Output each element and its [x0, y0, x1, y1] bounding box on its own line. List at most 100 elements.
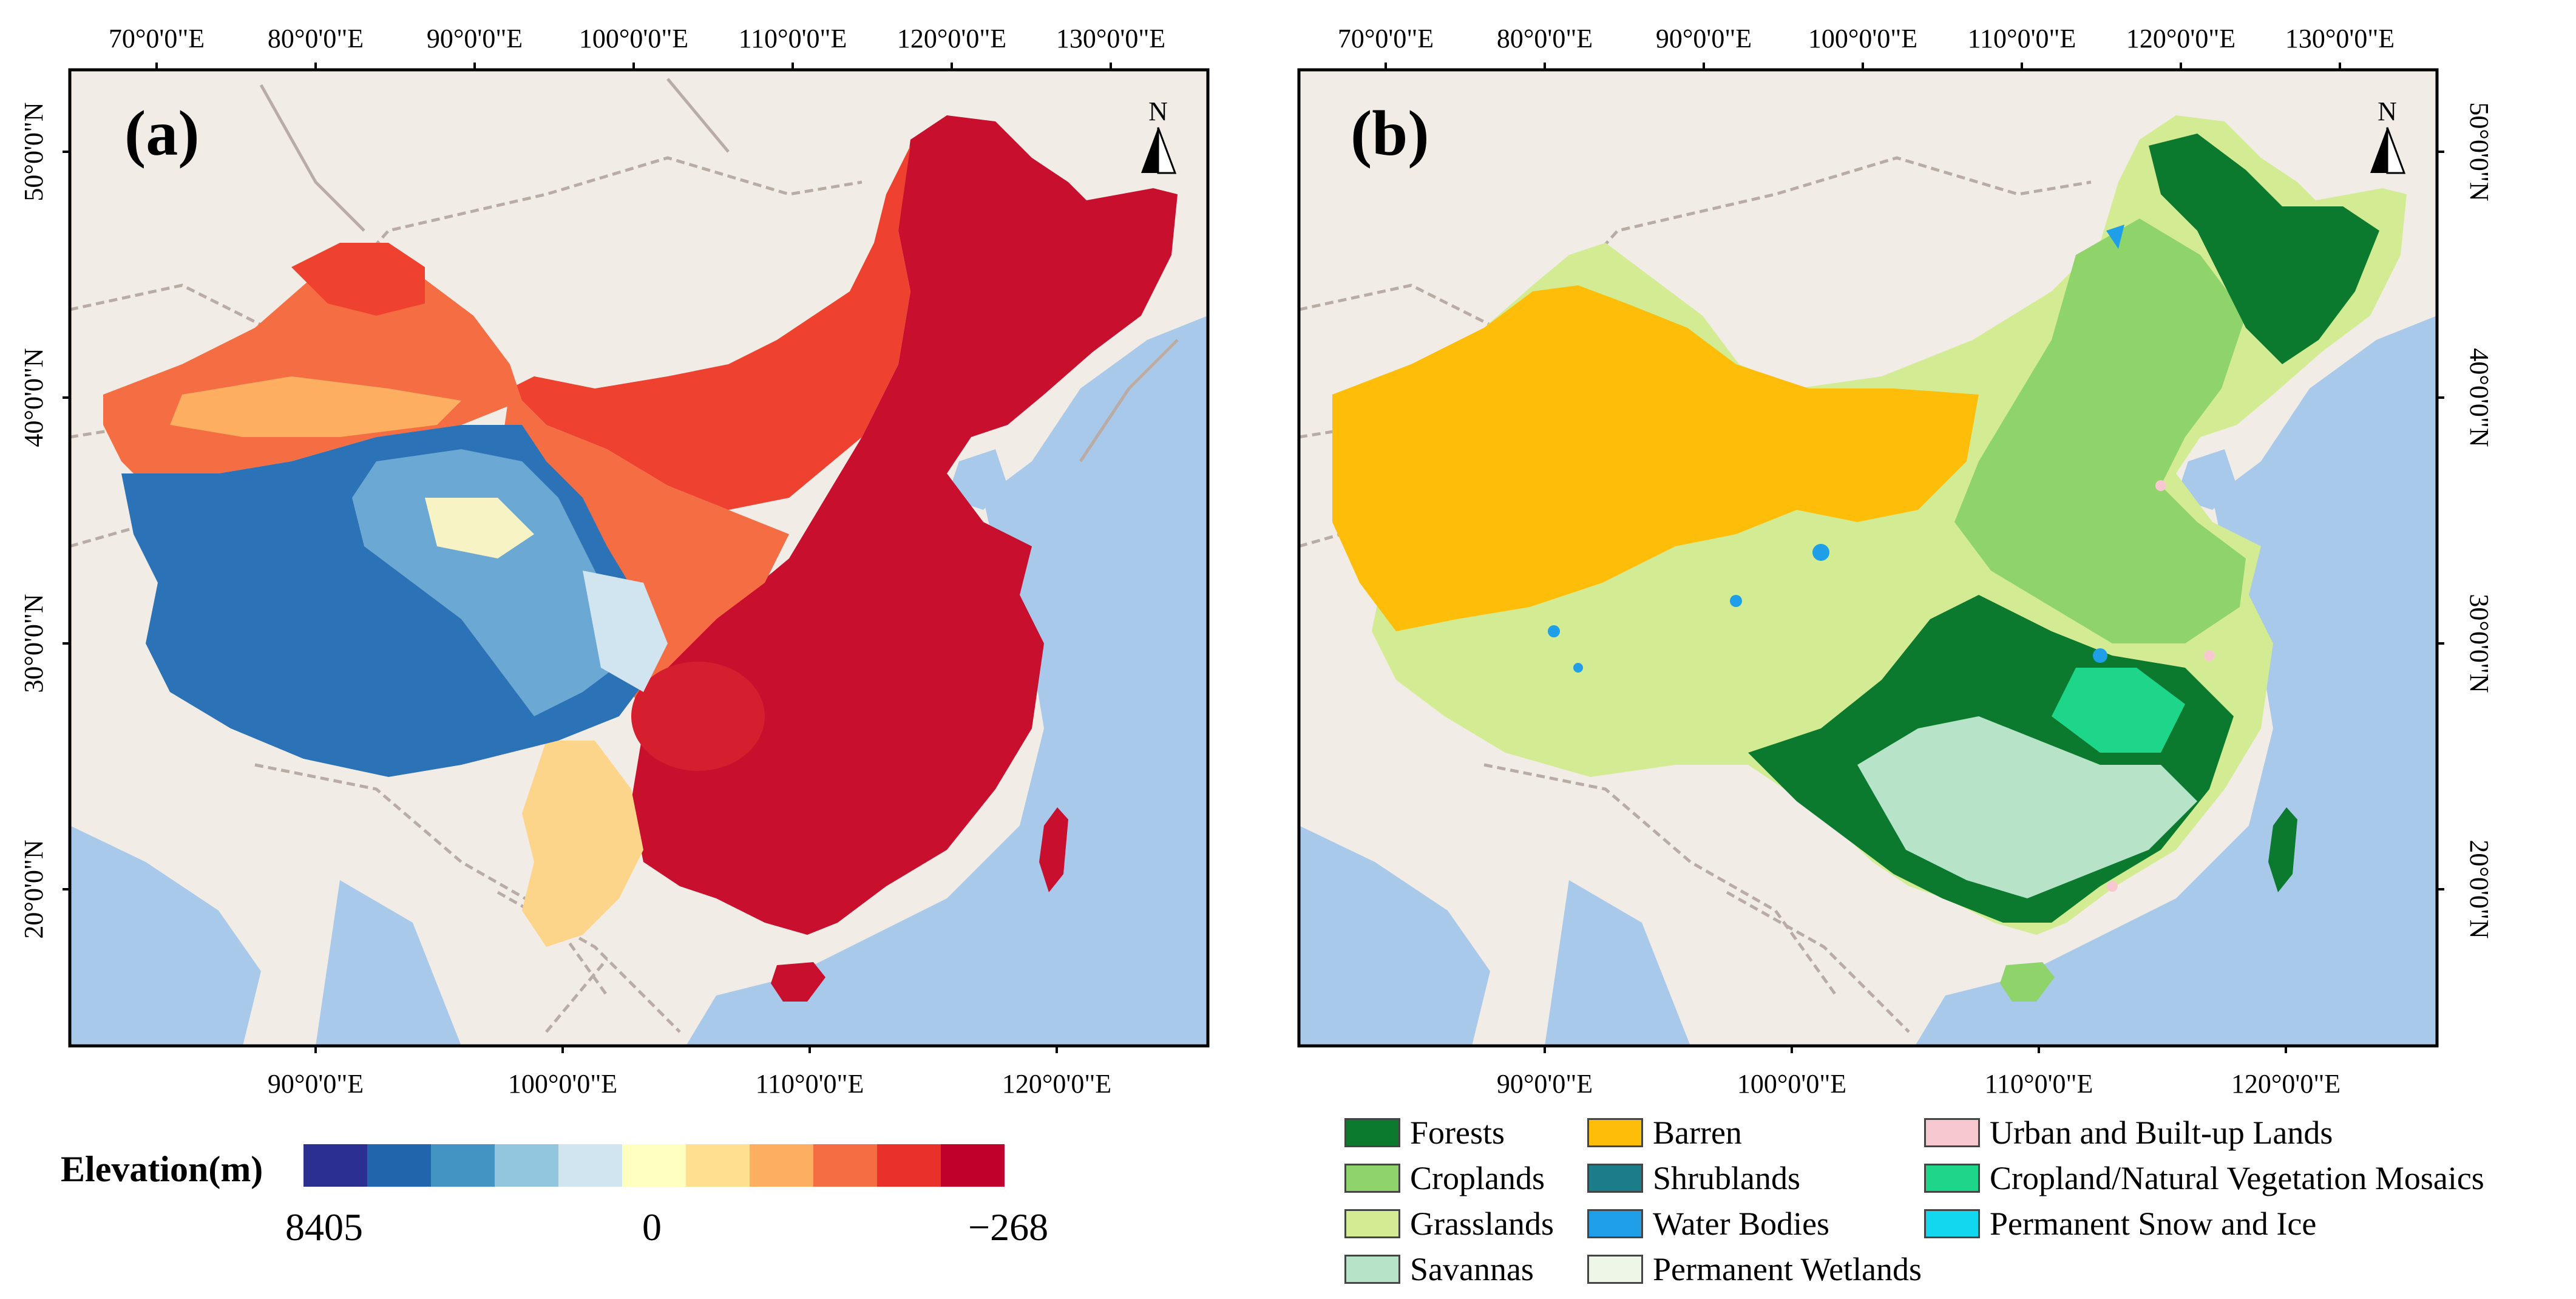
legend-swatch [1924, 1118, 1980, 1147]
croplands-region [1954, 219, 2246, 643]
tick-label: 20°0'0"N [2464, 839, 2494, 938]
tick-label: 30°0'0"N [19, 594, 49, 693]
elevation-swatch [813, 1144, 877, 1187]
tick-label: 110°0'0"E [756, 1069, 864, 1099]
legend-item-urban: Urban and Built-up Lands [1924, 1114, 2333, 1151]
panel-b-north-label: N [2378, 97, 2397, 126]
tick-label: 100°0'0"E [1737, 1069, 1846, 1099]
elevation-swatch [686, 1144, 750, 1187]
panel-b-bay-of-bengal [1545, 880, 1690, 1046]
legend-item-permanent-wetlands: Permanent Wetlands [1587, 1250, 1922, 1288]
panel-b-pacific-sea [1915, 316, 2437, 1046]
taiwan [2268, 807, 2297, 892]
tibet-east [352, 449, 631, 716]
urban-area [2204, 650, 2215, 661]
tick-label: 90°0'0"E [1656, 24, 1752, 53]
china-landcover-map [1332, 115, 2407, 1002]
tick-label: 20°0'0"N [19, 839, 49, 938]
water-body [1573, 663, 1583, 673]
urban-area [2107, 881, 2118, 892]
tick-label: 120°0'0"E [897, 24, 1006, 53]
legend-label: Savannas [1410, 1251, 1534, 1287]
elevation-swatch [303, 1144, 367, 1187]
tick-label: 70°0'0"E [109, 24, 205, 53]
elevation-mid-label: 0 [642, 1206, 662, 1249]
panel-a-frame [68, 68, 1210, 1048]
panel-b-arabian-sea [1299, 826, 1490, 1046]
elevation-min-label: −268 [968, 1206, 1049, 1249]
legend-item-forests: Forests [1344, 1114, 1505, 1151]
legend-swatch [1924, 1209, 1980, 1238]
panel-a-label: (a) [124, 98, 200, 169]
elevation-swatch [877, 1144, 941, 1187]
tick-label: 110°0'0"E [1985, 1069, 2093, 1099]
legend-item-snow-ice: Permanent Snow and Ice [1924, 1205, 2316, 1243]
sichuan-basin [631, 662, 765, 771]
elevation-swatch [941, 1144, 1005, 1187]
east-lowlands [631, 115, 1178, 935]
tick-label: 110°0'0"E [1968, 24, 2076, 53]
water-body [1812, 544, 1829, 561]
legend-label: Cropland/Natural Vegetation Mosaics [1990, 1160, 2484, 1196]
legend-item-water-bodies: Water Bodies [1587, 1205, 1829, 1243]
tick-label: 110°0'0"E [739, 24, 847, 53]
panel-a-tick-marks [63, 63, 1112, 1053]
tick-label: 100°0'0"E [1808, 24, 1917, 53]
tick-label: 70°0'0"E [1338, 24, 1434, 53]
panel-b-frame [1297, 68, 2439, 1048]
panel-a-lat-ticks: 50°0'0"N 40°0'0"N 30°0'0"N 20°0'0"N [19, 102, 49, 938]
dzungaria [291, 243, 425, 316]
panel-b-bottom-ticks: 90°0'0"E 100°0'0"E 110°0'0"E 120°0'0"E [1497, 1069, 2340, 1099]
legend-label: Barren [1653, 1114, 1742, 1151]
legend-item-mosaics: Cropland/Natural Vegetation Mosaics [1924, 1159, 2484, 1197]
panel-a-arabian-sea [70, 826, 261, 1046]
legend-swatch [1924, 1164, 1980, 1193]
panel-b-top-ticks: 70°0'0"E 80°0'0"E 90°0'0"E 100°0'0"E 110… [1338, 24, 2395, 53]
tick-label: 120°0'0"E [2231, 1069, 2340, 1099]
legend-swatch [1587, 1164, 1643, 1193]
legend-swatch [1587, 1209, 1643, 1238]
legend-swatch [1344, 1118, 1400, 1147]
legend-label: Water Bodies [1653, 1206, 1830, 1242]
yunnan-plateau [522, 741, 643, 947]
panel-a-north-arrow [1141, 127, 1177, 174]
legend-label: Urban and Built-up Lands [1990, 1114, 2333, 1151]
legend-label: Grasslands [1410, 1206, 1554, 1242]
barren-region [1332, 285, 1979, 631]
qaidam-basin [425, 498, 534, 558]
tick-label: 130°0'0"E [2285, 24, 2395, 53]
tick-label: 80°0'0"E [1497, 24, 1593, 53]
legend-item-barren: Barren [1587, 1114, 1742, 1151]
legend-item-croplands: Croplands [1344, 1159, 1545, 1197]
panel-a-map [70, 70, 1208, 1046]
panel-a-neighbor-borders [259, 78, 1179, 463]
legend-label: Shrublands [1653, 1160, 1800, 1196]
tick-label: 100°0'0"E [579, 24, 688, 53]
tick-label: 80°0'0"E [268, 24, 364, 53]
tick-label: 90°0'0"E [427, 24, 523, 53]
legend-item-grasslands: Grasslands [1344, 1205, 1554, 1243]
tibet-edge [583, 571, 668, 692]
elevation-swatch [431, 1144, 495, 1187]
tick-label: 40°0'0"N [19, 348, 49, 447]
panel-b-tick-marks [1385, 63, 2444, 1053]
tick-label: 90°0'0"E [268, 1069, 364, 1099]
water-body [2093, 648, 2107, 663]
legend-label: Forests [1410, 1114, 1505, 1151]
water-body [2106, 225, 2124, 249]
tick-label: 50°0'0"N [19, 102, 49, 201]
tick-label: 120°0'0"E [2126, 24, 2235, 53]
elevation-swatch [750, 1144, 813, 1187]
panel-a-bottom-ticks: 90°0'0"E 100°0'0"E 110°0'0"E 120°0'0"E [268, 1069, 1111, 1099]
elevation-max-label: 8405 [285, 1206, 363, 1249]
china-elevation-map [103, 115, 1178, 1002]
elevation-swatch [622, 1144, 686, 1187]
legend-swatch [1344, 1209, 1400, 1238]
panel-a-north-label: N [1148, 97, 1168, 126]
tick-label: 40°0'0"N [2464, 348, 2494, 447]
panel-b-north-arrow [2370, 127, 2406, 174]
tick-label: 130°0'0"E [1056, 24, 1165, 53]
panel-b-lat-ticks: 50°0'0"N 40°0'0"N 30°0'0"N 20°0'0"N [2464, 102, 2494, 938]
tick-label: 50°0'0"N [2464, 102, 2494, 201]
elevation-swatch [495, 1144, 558, 1187]
